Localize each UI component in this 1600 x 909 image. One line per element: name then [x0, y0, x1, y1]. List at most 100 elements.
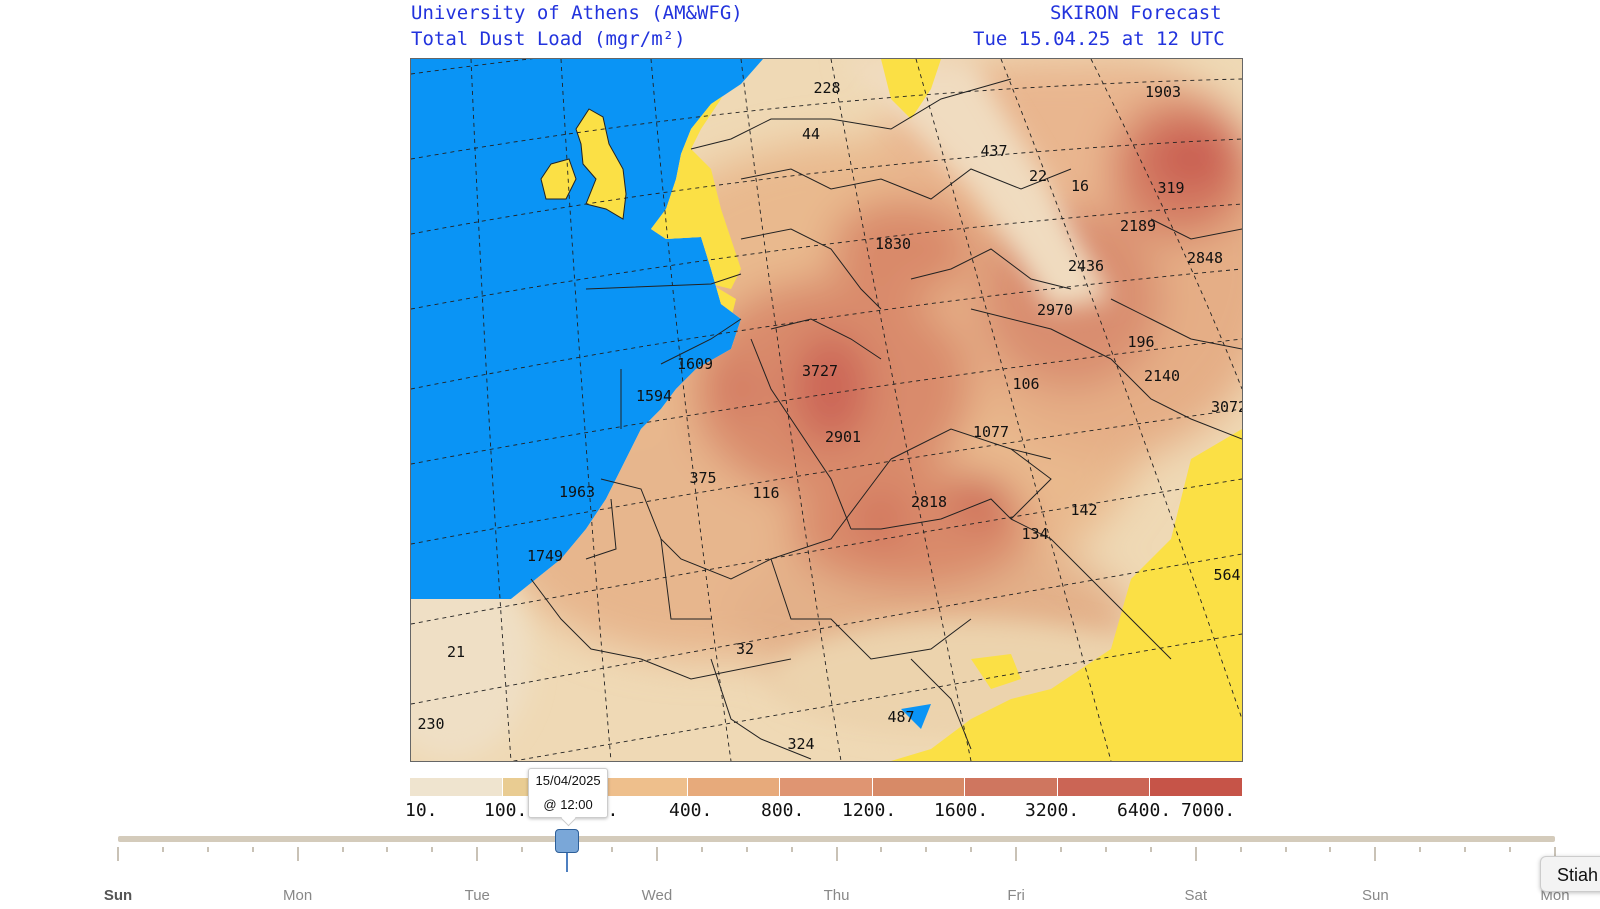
legend-swatch [595, 778, 687, 796]
country-borders [530, 78, 1242, 760]
map-value: 319 [1157, 179, 1184, 197]
timeline-minor-tick [1419, 847, 1422, 852]
timeline-day-label: Thu [823, 887, 850, 904]
legend-swatch [965, 778, 1057, 796]
timeline-minor-tick [386, 847, 389, 852]
map-value: 375 [689, 469, 716, 487]
timeline-minor-tick [341, 847, 344, 852]
header-field-label: Total Dust Load (mgr/m²) [411, 28, 686, 50]
timeline-minor-tick [161, 847, 164, 852]
timeline-day-tick [296, 847, 299, 861]
map-value: 2970 [1037, 301, 1073, 319]
timeline-day-label: Sat [1184, 887, 1208, 904]
map-value: 1749 [527, 547, 563, 565]
timeline-day-tick [117, 847, 119, 861]
legend-label: 6400. [1117, 800, 1172, 821]
map-value: 1077 [973, 423, 1009, 441]
timeline-minor-tick [925, 847, 928, 852]
map-value: 22 [1029, 167, 1047, 185]
timeline-minor-tick [1464, 847, 1467, 852]
map-value: 2848 [1187, 249, 1223, 267]
map-value: 1963 [559, 483, 595, 501]
map-value: 2140 [1144, 367, 1180, 385]
timeline-day-tick [1015, 847, 1018, 861]
timeline-day-label: Fri [1007, 887, 1025, 904]
map-value: 142 [1070, 501, 1097, 519]
timeline-day-label: Wed [641, 887, 673, 904]
timeline-minor-tick [1239, 847, 1242, 852]
side-button[interactable]: Stiah [1540, 856, 1600, 892]
map-value: 3072 [1211, 398, 1242, 416]
legend-label: 1600. [934, 800, 989, 821]
header-valid-time: Tue 15.04.25 at 12 UTC [973, 28, 1225, 50]
map-value: 44 [802, 125, 820, 143]
timeline-minor-tick [610, 847, 613, 852]
map-value: 32 [736, 640, 754, 658]
legend-label: 400. [669, 800, 713, 821]
legend-label: 1200. [842, 800, 897, 821]
graticule [411, 59, 1242, 761]
legend-label: 7000. [1181, 800, 1236, 821]
timeline-minor-tick [790, 847, 793, 852]
map-value: 196 [1127, 333, 1154, 351]
timeline-minor-tick [521, 847, 524, 852]
timeline-minor-tick [745, 847, 748, 852]
legend-label: 3200. [1025, 800, 1080, 821]
timeline-minor-tick [970, 847, 973, 852]
map-value: 2818 [911, 493, 947, 511]
map-value: 2901 [825, 428, 861, 446]
map-value: 564 [1213, 566, 1240, 584]
header-product: SKIRON Forecast [1050, 2, 1222, 24]
map-canvas: 228 44 437 22 16 1903 319 2189 1830 2436… [411, 59, 1242, 761]
legend-label: 100. [484, 800, 528, 821]
timeline-tooltip: 15/04/2025 @ 12:00 [528, 768, 609, 818]
legend-swatch [780, 778, 872, 796]
timeline-minor-tick [206, 847, 209, 852]
legend-swatch [410, 778, 502, 796]
timeline-day-tick [1554, 847, 1556, 861]
map-value: 1903 [1145, 83, 1181, 101]
map-value: 230 [417, 715, 444, 733]
timeline-minor-tick [1284, 847, 1287, 852]
map-value: 228 [813, 79, 840, 97]
timeline-day-tick [835, 847, 838, 861]
legend-label: 800. [761, 800, 805, 821]
timeline-handle-stem [566, 852, 569, 872]
timeline-minor-tick [1509, 847, 1512, 852]
timeline-minor-tick [1104, 847, 1107, 852]
map-value: 106 [1012, 375, 1039, 393]
map-value: 3727 [802, 362, 838, 380]
map-value: 2189 [1120, 217, 1156, 235]
timeline-slider-handle[interactable] [555, 829, 580, 853]
timeline-day-tick [1194, 847, 1197, 861]
timeline-minor-tick [880, 847, 883, 852]
map-value: 16 [1071, 177, 1089, 195]
dust-load-map: 228 44 437 22 16 1903 319 2189 1830 2436… [410, 58, 1243, 762]
timeline-slider-track[interactable] [118, 836, 1555, 842]
header-institution: University of Athens (AM&WFG) [411, 2, 743, 24]
tooltip-date: 15/04/2025 [535, 773, 601, 788]
map-value: 1609 [677, 355, 713, 373]
timeline-minor-tick [1329, 847, 1332, 852]
map-value: 21 [447, 643, 465, 661]
map-value: 324 [787, 735, 814, 753]
timeline-day-label: Sun [1362, 887, 1389, 904]
map-value-labels: 228 44 437 22 16 1903 319 2189 1830 2436… [417, 79, 1242, 753]
map-value: 437 [980, 142, 1007, 160]
timeline-minor-tick [700, 847, 703, 852]
map-value: 2436 [1068, 257, 1104, 275]
timeline-minor-tick [1149, 847, 1152, 852]
timeline-minor-tick [1060, 847, 1063, 852]
timeline-day-label: Tue [464, 887, 490, 904]
legend-swatch [1057, 778, 1149, 796]
map-value: 116 [752, 484, 779, 502]
map-value: 1830 [875, 235, 911, 253]
legend-swatch [687, 778, 779, 796]
british-isles [540, 108, 627, 220]
timeline-minor-tick [251, 847, 254, 852]
map-value: 1594 [636, 387, 672, 405]
tooltip-time: @ 12:00 [543, 797, 593, 812]
timeline-day-tick [1374, 847, 1377, 861]
map-value: 487 [887, 708, 914, 726]
timeline-day-tick [655, 847, 658, 861]
